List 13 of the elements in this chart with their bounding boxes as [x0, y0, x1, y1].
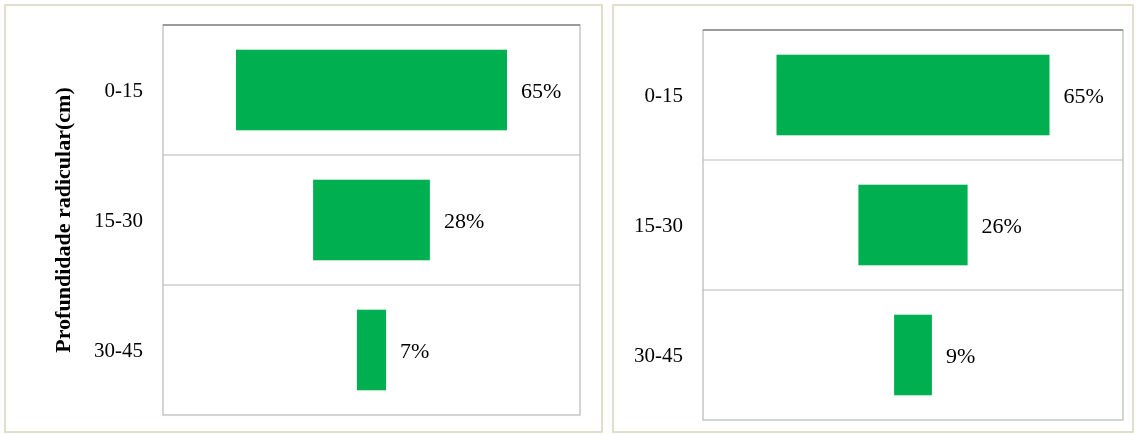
data-label: 7%: [400, 337, 430, 363]
data-label: 9%: [945, 342, 976, 368]
data-label: 26%: [981, 212, 1022, 238]
data-label: 65%: [1063, 82, 1104, 108]
category-label: 15-30: [634, 213, 683, 238]
category-label: 0-15: [104, 78, 143, 103]
category-label: 15-30: [94, 208, 143, 233]
text: Profundidade radicular(cm): [50, 87, 75, 353]
data-label: 65%: [521, 77, 562, 103]
category-label: 30-45: [634, 343, 683, 368]
category-label: 0-15: [644, 83, 683, 108]
category-label: 30-45: [94, 338, 143, 363]
data-label: 28%: [443, 207, 485, 233]
